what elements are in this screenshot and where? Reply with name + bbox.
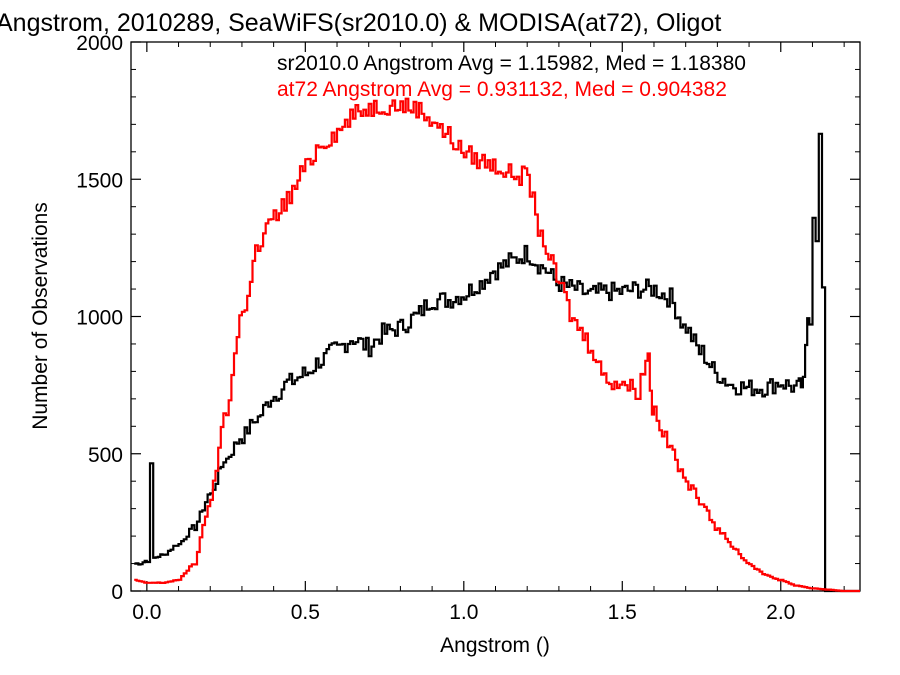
y-axis-label: Number of Observations [29, 202, 52, 430]
y-tick-label: 1500 [76, 169, 123, 192]
x-tick-label: 0.0 [132, 601, 161, 624]
series-line-black [134, 132, 860, 593]
y-axis: 0 500 1000 1500 2000 [76, 32, 860, 604]
x-tick-label: 1.5 [608, 601, 637, 624]
x-axis-label: Angstrom () [440, 634, 550, 657]
chart-title: Angstrom, 2010289, SeaWiFS(sr2010.0) & M… [0, 9, 721, 37]
y-tick-label: 500 [88, 444, 123, 467]
y-tick-label: 1000 [76, 307, 123, 330]
x-tick-label: 1.0 [449, 601, 478, 624]
series-line-red [134, 97, 860, 593]
series-layer [134, 97, 860, 593]
annotation-black: sr2010.0 Angstrom Avg = 1.15982, Med = 1… [277, 52, 746, 75]
x-tick-label: 2.0 [766, 601, 795, 624]
y-tick-label: 2000 [76, 32, 123, 55]
y-tick-label: 0 [111, 581, 123, 604]
x-tick-label: 0.5 [291, 601, 320, 624]
annotation-red: at72 Angstrom Avg = 0.931132, Med = 0.90… [277, 78, 727, 101]
x-axis: 0.0 0.5 1.0 1.5 2.0 [132, 42, 845, 624]
